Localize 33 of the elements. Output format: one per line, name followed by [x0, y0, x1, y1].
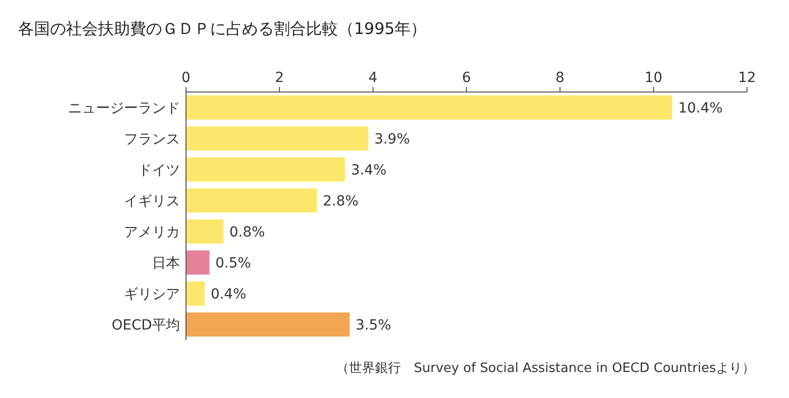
y-tick-label: フランス	[124, 132, 180, 148]
x-tick-label: 4	[368, 70, 378, 86]
data-label: 10.4%	[678, 100, 723, 116]
bar	[186, 250, 210, 275]
bar	[186, 126, 368, 151]
x-tick-label: 6	[462, 70, 472, 86]
bar	[186, 157, 345, 182]
y-tick-label: ギリシア	[124, 286, 180, 302]
data-label: 0.5%	[215, 256, 251, 272]
y-tick-label: アメリカ	[124, 224, 180, 240]
bar	[186, 219, 224, 244]
x-tick-label: 8	[556, 70, 564, 86]
y-tick-label: ニュージーランド	[68, 100, 180, 116]
bar	[186, 281, 205, 306]
data-label: 3.9%	[374, 132, 410, 148]
y-tick-label: 日本	[152, 256, 180, 272]
x-tick-label: 0	[182, 70, 190, 86]
y-tick-label: ドイツ	[138, 162, 180, 178]
data-label: 0.4%	[210, 286, 246, 302]
x-tick-label: 10	[644, 70, 662, 86]
bar	[186, 95, 672, 120]
x-tick-label: 2	[275, 70, 284, 86]
data-label: 3.4%	[350, 162, 387, 178]
data-label: 2.8%	[322, 194, 358, 210]
y-tick-label: OECD平均	[112, 318, 180, 334]
text: （世界銀行 Survey of Social Assistance in OECD Countriesより）	[336, 361, 755, 376]
bar	[186, 312, 350, 337]
data-label: 3.5%	[356, 318, 392, 334]
y-tick-label: イギリス	[124, 194, 180, 210]
chart-title: 各国の社会扶助費のＧＤＰに占める割合比較（1995年）	[18, 19, 427, 38]
bar	[186, 188, 317, 213]
data-label: 0.8%	[229, 224, 265, 240]
x-tick-label: 12	[738, 70, 756, 86]
